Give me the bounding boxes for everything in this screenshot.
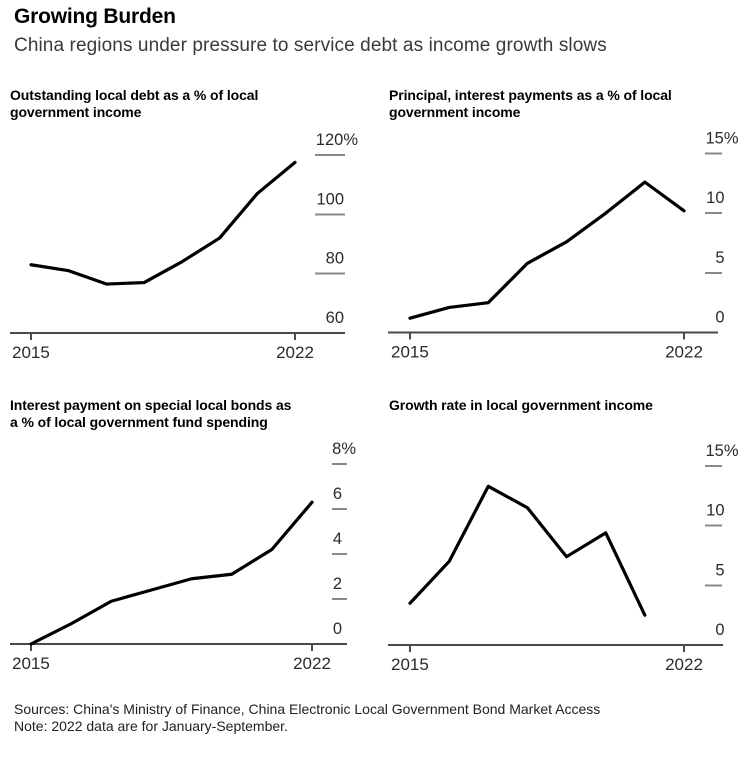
y-tick-dash xyxy=(315,154,345,156)
y-tick-dash xyxy=(705,465,722,467)
y-tick-dash xyxy=(332,508,347,510)
x-tick-label: 2022 xyxy=(665,655,703,674)
x-tick-label: 2022 xyxy=(293,654,331,673)
figure-footer: Sources: China's Ministry of Finance, Ch… xyxy=(14,701,600,735)
debt-service-line-chart: 2015 2022 15% 10 5 0 xyxy=(388,130,739,362)
y-tick-dash xyxy=(705,524,722,527)
y-tick-dash xyxy=(332,553,347,555)
chart-title-debt-service: Principal, interest payments as a % of l… xyxy=(389,87,672,120)
x-tick-label: 2015 xyxy=(12,343,50,362)
note-line: Note: 2022 data are for January-Septembe… xyxy=(14,718,288,734)
y-tick-label: 15% xyxy=(705,130,738,148)
y-tick-label: 100 xyxy=(316,190,344,208)
y-tick-label: 80 xyxy=(326,250,344,268)
outstanding-debt-line-chart: 2015 2022 120% 100 80 60 xyxy=(10,131,359,362)
page-subtitle: China regions under pressure to service … xyxy=(14,35,607,56)
y-tick-dash xyxy=(332,463,347,465)
y-tick-label: 5 xyxy=(715,249,724,267)
y-tick-label: 60 xyxy=(326,309,344,327)
y-tick-label: 6 xyxy=(333,485,342,503)
special-bond-interest-line-chart: 2015 2022 8% 6 4 2 0 xyxy=(10,440,356,673)
page-title: Growing Burden xyxy=(14,5,176,28)
x-tick-label: 2022 xyxy=(276,343,314,362)
y-tick-label: 0 xyxy=(333,620,342,638)
data-line xyxy=(29,500,314,646)
y-tick-label: 0 xyxy=(715,309,724,327)
y-tick-dash xyxy=(332,598,347,600)
y-tick-label: 0 xyxy=(715,621,724,639)
y-tick-label: 2 xyxy=(333,575,342,593)
data-line xyxy=(29,160,297,286)
y-tick-label: 8% xyxy=(332,440,356,458)
data-line xyxy=(408,484,647,617)
x-tick-label: 2015 xyxy=(12,654,50,673)
y-tick-dash xyxy=(315,213,345,216)
x-tick-label: 2022 xyxy=(665,343,703,362)
y-tick-dash xyxy=(705,212,722,215)
data-line xyxy=(408,180,686,320)
chart-title-outstanding-debt: Outstanding local debt as a % of local g… xyxy=(10,87,259,120)
y-tick-label: 10 xyxy=(706,502,724,520)
x-tick-label: 2015 xyxy=(391,343,429,362)
sources-line: Sources: China's Ministry of Finance, Ch… xyxy=(14,701,601,717)
y-tick-label: 5 xyxy=(715,561,724,579)
y-tick-label: 4 xyxy=(333,530,342,548)
chart-title-special-bond-interest: Interest payment on special local bonds … xyxy=(10,397,292,430)
y-tick-dash xyxy=(705,152,722,155)
y-tick-dash xyxy=(705,271,722,274)
income-growth-line-chart: 2015 2022 15% 10 5 0 xyxy=(388,442,739,674)
y-tick-dash xyxy=(705,584,722,587)
y-tick-label: 120% xyxy=(316,131,359,149)
chart-title-income-growth: Growth rate in local government income xyxy=(389,397,653,413)
y-tick-dash xyxy=(315,272,345,275)
y-tick-label: 15% xyxy=(705,442,738,460)
y-tick-label: 10 xyxy=(706,189,724,207)
x-tick-label: 2015 xyxy=(391,655,429,674)
